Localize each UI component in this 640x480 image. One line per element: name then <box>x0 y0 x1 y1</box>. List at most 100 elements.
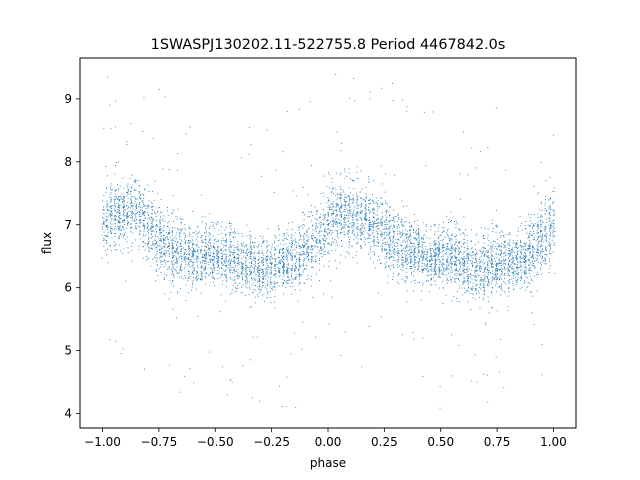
data-point <box>503 253 505 254</box>
data-point <box>430 279 432 281</box>
data-point <box>259 253 260 255</box>
data-point <box>271 257 273 259</box>
data-point <box>116 216 117 218</box>
data-point <box>328 200 330 202</box>
data-point <box>148 200 150 202</box>
data-point <box>497 277 498 278</box>
data-point <box>158 89 160 90</box>
data-point <box>105 236 107 238</box>
data-point <box>370 222 371 224</box>
data-point <box>212 271 214 273</box>
data-point <box>106 235 108 237</box>
data-point <box>499 278 500 280</box>
data-point <box>527 249 529 251</box>
data-point <box>155 268 157 270</box>
data-point <box>364 227 366 229</box>
data-point <box>139 206 141 208</box>
data-point <box>290 250 292 252</box>
data-point <box>471 289 473 291</box>
data-point <box>377 260 379 261</box>
data-point <box>374 241 375 243</box>
data-point <box>152 258 154 260</box>
data-point <box>246 276 248 278</box>
data-point <box>310 261 312 263</box>
data-point <box>168 231 170 233</box>
data-point <box>459 228 461 230</box>
data-point <box>340 150 342 151</box>
data-point <box>380 316 382 318</box>
data-point <box>495 254 497 256</box>
data-point <box>279 228 280 230</box>
data-point <box>356 197 358 199</box>
data-point <box>224 257 226 259</box>
data-point <box>541 237 543 239</box>
data-point <box>246 269 248 271</box>
data-point <box>210 258 212 260</box>
data-point <box>201 257 203 259</box>
data-point <box>266 259 268 260</box>
data-point <box>218 252 220 254</box>
data-point <box>203 270 205 271</box>
data-point <box>343 231 345 233</box>
data-point <box>451 281 453 283</box>
data-point <box>209 273 211 274</box>
data-point <box>540 201 542 203</box>
data-point <box>322 223 324 225</box>
data-point <box>349 212 351 214</box>
data-point <box>193 264 194 266</box>
data-point <box>458 274 460 276</box>
data-point <box>250 306 252 307</box>
data-point <box>126 141 128 143</box>
data-point <box>468 286 469 288</box>
data-point <box>365 207 366 209</box>
data-point <box>474 298 476 300</box>
data-point <box>177 293 179 294</box>
data-point <box>413 254 415 256</box>
data-point <box>159 229 160 231</box>
data-point <box>446 261 448 263</box>
data-point <box>412 260 414 262</box>
data-point <box>269 281 271 283</box>
data-point <box>500 254 502 255</box>
data-point <box>115 202 117 204</box>
data-point <box>267 265 269 267</box>
data-point <box>295 277 296 279</box>
data-point <box>171 256 173 258</box>
data-point <box>531 226 533 228</box>
data-point <box>540 267 542 269</box>
data-point <box>476 280 477 281</box>
data-point <box>487 237 489 239</box>
data-point <box>118 199 120 200</box>
data-point <box>336 204 337 206</box>
data-point <box>179 235 181 237</box>
data-point <box>443 271 445 272</box>
data-point <box>193 382 195 384</box>
data-point <box>380 202 382 204</box>
data-point <box>224 241 226 242</box>
data-point <box>245 275 247 276</box>
data-point <box>228 250 230 252</box>
data-point <box>533 263 535 265</box>
data-point <box>436 264 437 265</box>
data-point <box>524 253 526 254</box>
data-point <box>447 228 449 230</box>
data-point <box>476 260 477 262</box>
data-point <box>429 256 431 257</box>
data-point <box>479 256 481 258</box>
data-point <box>340 198 341 200</box>
data-point <box>292 241 293 242</box>
data-point <box>413 214 415 215</box>
data-point <box>118 244 120 246</box>
data-point <box>274 264 276 266</box>
data-point <box>107 232 109 233</box>
data-point <box>278 257 280 258</box>
data-point <box>508 282 510 284</box>
data-point <box>259 274 260 276</box>
data-point <box>534 260 536 262</box>
data-point <box>191 253 193 255</box>
data-point <box>352 212 354 214</box>
data-point <box>376 217 378 219</box>
data-point <box>300 265 302 266</box>
data-point <box>357 223 359 225</box>
data-point <box>488 282 490 284</box>
